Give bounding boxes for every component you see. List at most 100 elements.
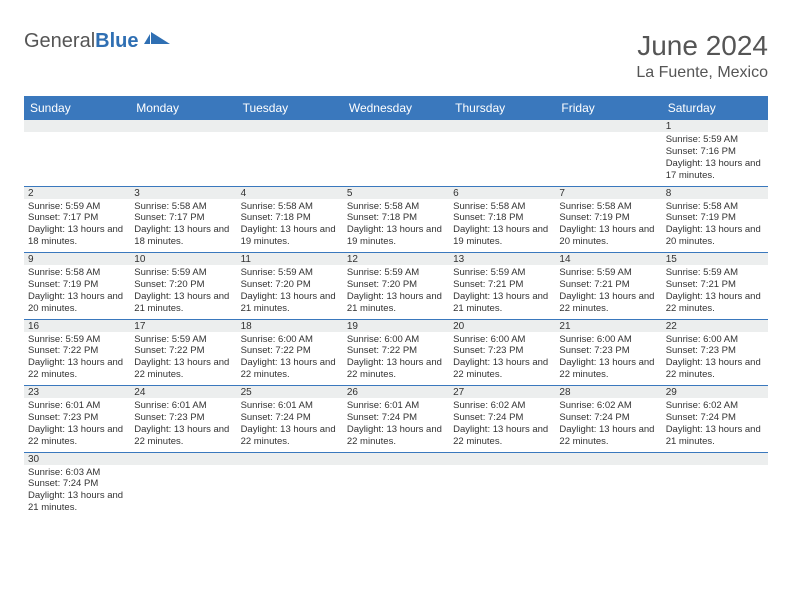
empty-cell (343, 132, 449, 186)
empty-cell (555, 465, 661, 519)
daynum-cell: 30 (24, 452, 130, 465)
week-row: Sunrise: 5:59 AMSunset: 7:17 PMDaylight:… (24, 199, 768, 253)
sunrise-text: Sunrise: 5:59 AM (666, 134, 764, 146)
weekday-header: Tuesday (237, 96, 343, 120)
day-cell: Sunrise: 5:58 AMSunset: 7:19 PMDaylight:… (24, 265, 130, 319)
daylight-text: Daylight: 13 hours and 22 minutes. (666, 357, 764, 381)
day-cell: Sunrise: 5:59 AMSunset: 7:17 PMDaylight:… (24, 199, 130, 253)
day-number: 5 (343, 187, 449, 199)
sunrise-text: Sunrise: 5:59 AM (347, 267, 445, 279)
daylight-text: Daylight: 13 hours and 21 minutes. (666, 424, 764, 448)
daylight-text: Daylight: 13 hours and 20 minutes. (559, 224, 657, 248)
day-cell: Sunrise: 5:59 AMSunset: 7:20 PMDaylight:… (130, 265, 236, 319)
week-row: Sunrise: 5:59 AMSunset: 7:16 PMDaylight:… (24, 132, 768, 186)
sunset-text: Sunset: 7:22 PM (241, 345, 339, 357)
daynum-cell: 28 (555, 386, 661, 399)
sunset-text: Sunset: 7:17 PM (28, 212, 126, 224)
day-cell: Sunrise: 6:00 AMSunset: 7:23 PMDaylight:… (662, 332, 768, 386)
daynum-cell: 1 (662, 120, 768, 132)
header: GeneralBlue June 2024 La Fuente, Mexico (24, 30, 768, 82)
sunrise-text: Sunrise: 6:01 AM (241, 400, 339, 412)
day-cell: Sunrise: 5:58 AMSunset: 7:19 PMDaylight:… (555, 199, 661, 253)
day-number: 19 (343, 320, 449, 332)
sunrise-text: Sunrise: 6:00 AM (666, 334, 764, 346)
day-number: 20 (449, 320, 555, 332)
weekday-header: Thursday (449, 96, 555, 120)
month-title: June 2024 (636, 30, 768, 62)
day-number: 1 (662, 120, 768, 132)
day-cell: Sunrise: 5:59 AMSunset: 7:20 PMDaylight:… (343, 265, 449, 319)
daynum-cell: 6 (449, 186, 555, 199)
sunset-text: Sunset: 7:18 PM (453, 212, 551, 224)
daynum-row: 1 (24, 120, 768, 132)
sunrise-text: Sunrise: 5:59 AM (559, 267, 657, 279)
daylight-text: Daylight: 13 hours and 22 minutes. (559, 424, 657, 448)
daynum-cell: 10 (130, 253, 236, 266)
sunset-text: Sunset: 7:20 PM (134, 279, 232, 291)
daylight-text: Daylight: 13 hours and 19 minutes. (453, 224, 551, 248)
daylight-text: Daylight: 13 hours and 22 minutes. (134, 357, 232, 381)
empty-cell (130, 465, 236, 519)
sunset-text: Sunset: 7:21 PM (559, 279, 657, 291)
sunset-text: Sunset: 7:19 PM (666, 212, 764, 224)
empty-cell (237, 132, 343, 186)
day-cell: Sunrise: 6:02 AMSunset: 7:24 PMDaylight:… (555, 398, 661, 452)
daylight-text: Daylight: 13 hours and 18 minutes. (28, 224, 126, 248)
logo-text-2: Blue (95, 30, 138, 52)
daynum-cell (343, 452, 449, 465)
sunset-text: Sunset: 7:21 PM (666, 279, 764, 291)
sunrise-text: Sunrise: 5:58 AM (241, 201, 339, 213)
day-cell: Sunrise: 6:00 AMSunset: 7:22 PMDaylight:… (343, 332, 449, 386)
day-cell: Sunrise: 6:02 AMSunset: 7:24 PMDaylight:… (449, 398, 555, 452)
daylight-text: Daylight: 13 hours and 21 minutes. (241, 291, 339, 315)
sunrise-text: Sunrise: 5:59 AM (453, 267, 551, 279)
day-cell: Sunrise: 5:58 AMSunset: 7:18 PMDaylight:… (343, 199, 449, 253)
daynum-cell: 20 (449, 319, 555, 332)
sunrise-text: Sunrise: 5:58 AM (347, 201, 445, 213)
day-cell: Sunrise: 5:58 AMSunset: 7:18 PMDaylight:… (449, 199, 555, 253)
sunrise-text: Sunrise: 5:59 AM (134, 334, 232, 346)
sunset-text: Sunset: 7:23 PM (134, 412, 232, 424)
daynum-cell (130, 120, 236, 132)
day-cell: Sunrise: 5:59 AMSunset: 7:21 PMDaylight:… (555, 265, 661, 319)
week-row: Sunrise: 6:03 AMSunset: 7:24 PMDaylight:… (24, 465, 768, 519)
daylight-text: Daylight: 13 hours and 22 minutes. (347, 424, 445, 448)
daynum-cell: 26 (343, 386, 449, 399)
sunrise-text: Sunrise: 6:01 AM (28, 400, 126, 412)
daynum-cell: 14 (555, 253, 661, 266)
daylight-text: Daylight: 13 hours and 22 minutes. (134, 424, 232, 448)
sunrise-text: Sunrise: 5:58 AM (559, 201, 657, 213)
daynum-cell: 27 (449, 386, 555, 399)
day-number: 18 (237, 320, 343, 332)
daynum-cell: 5 (343, 186, 449, 199)
sunrise-text: Sunrise: 6:02 AM (666, 400, 764, 412)
daylight-text: Daylight: 13 hours and 22 minutes. (347, 357, 445, 381)
daylight-text: Daylight: 13 hours and 20 minutes. (28, 291, 126, 315)
logo: GeneralBlue (24, 30, 170, 53)
sunrise-text: Sunrise: 6:01 AM (347, 400, 445, 412)
sunrise-text: Sunrise: 5:59 AM (666, 267, 764, 279)
day-cell: Sunrise: 5:59 AMSunset: 7:20 PMDaylight:… (237, 265, 343, 319)
day-number: 16 (24, 320, 130, 332)
daynum-cell: 7 (555, 186, 661, 199)
sunrise-text: Sunrise: 6:02 AM (559, 400, 657, 412)
daylight-text: Daylight: 13 hours and 22 minutes. (666, 291, 764, 315)
daylight-text: Daylight: 13 hours and 22 minutes. (453, 424, 551, 448)
daylight-text: Daylight: 13 hours and 22 minutes. (453, 357, 551, 381)
empty-cell (343, 465, 449, 519)
daynum-row: 16171819202122 (24, 319, 768, 332)
sunset-text: Sunset: 7:24 PM (241, 412, 339, 424)
sunset-text: Sunset: 7:16 PM (666, 146, 764, 158)
daynum-cell: 4 (237, 186, 343, 199)
logo-text-1: General (24, 30, 95, 52)
daylight-text: Daylight: 13 hours and 22 minutes. (28, 424, 126, 448)
day-cell: Sunrise: 6:01 AMSunset: 7:23 PMDaylight:… (24, 398, 130, 452)
daynum-cell: 25 (237, 386, 343, 399)
daynum-cell: 18 (237, 319, 343, 332)
day-number: 21 (555, 320, 661, 332)
day-number: 2 (24, 187, 130, 199)
flag-icon (144, 30, 170, 53)
empty-cell (555, 132, 661, 186)
sunset-text: Sunset: 7:22 PM (347, 345, 445, 357)
day-cell: Sunrise: 6:00 AMSunset: 7:22 PMDaylight:… (237, 332, 343, 386)
